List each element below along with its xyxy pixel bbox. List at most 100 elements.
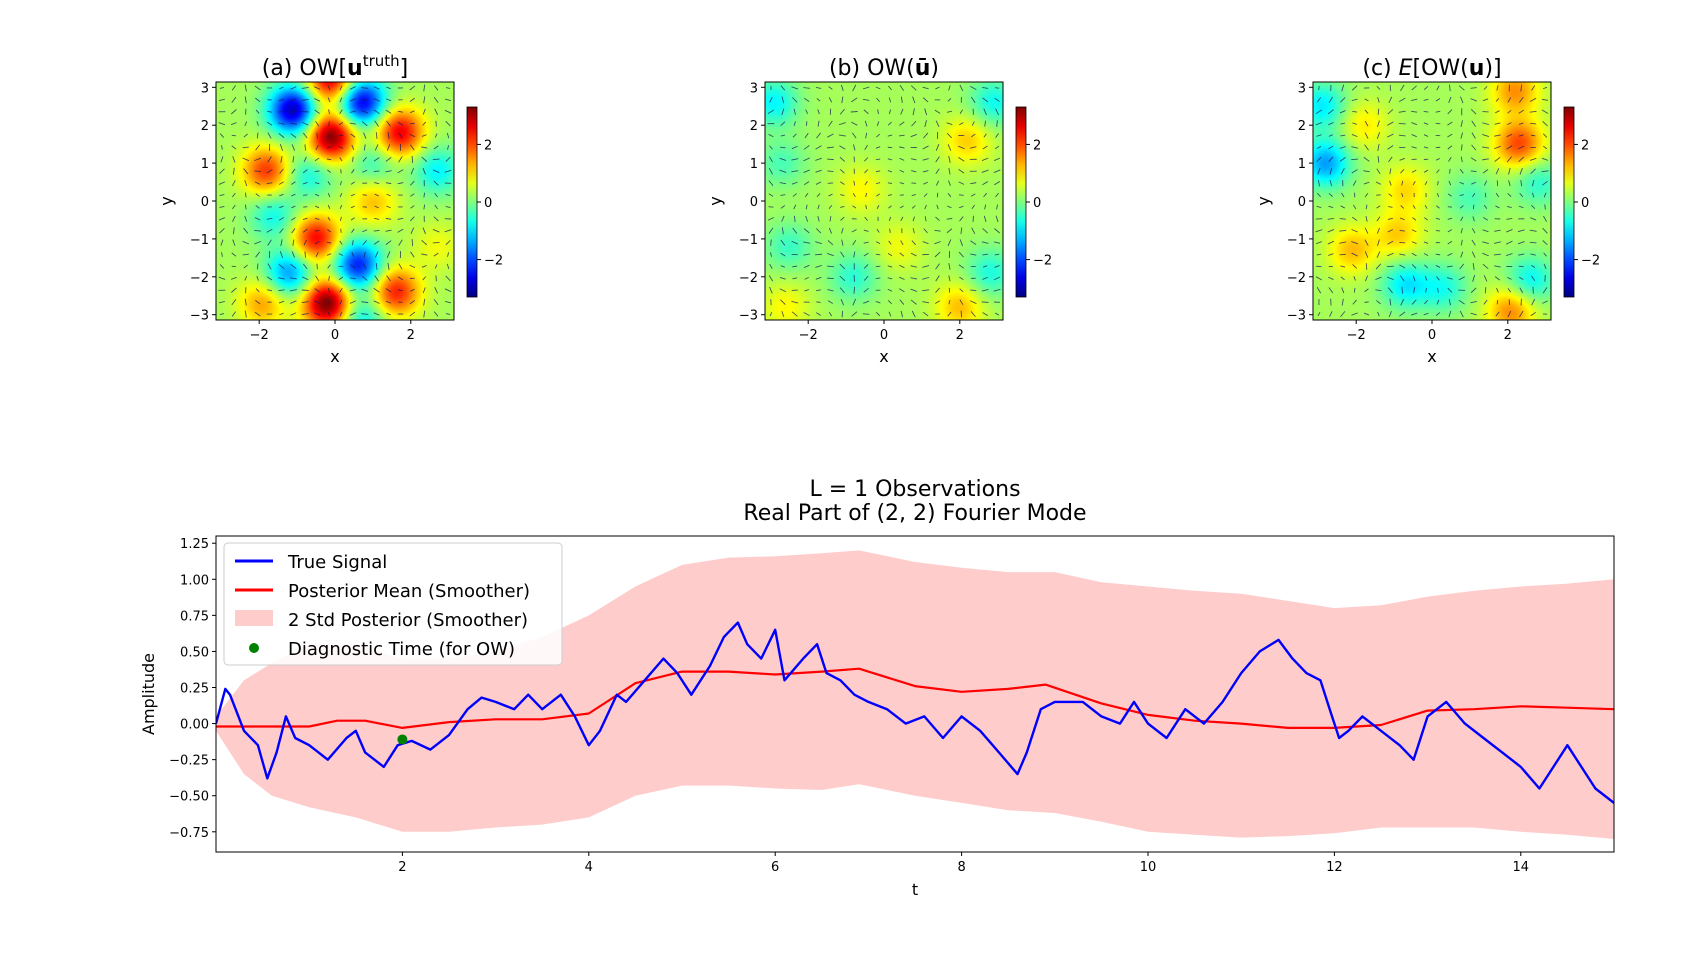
y-tick-label: −1 <box>190 233 209 248</box>
heatmap-panel-2: −2 0 2 −3 −2 −1 0 1 2 3 x y (b) OW(ū) 2 0 −2 <box>706 56 1052 366</box>
quiver-arrows <box>1315 84 1549 318</box>
colorbar-tick-label: 2 <box>484 138 492 153</box>
heatmap-title: (b) OW(ū) <box>829 56 939 81</box>
y-tick-label: 0.25 <box>180 682 209 697</box>
heatmap-image <box>765 82 1003 320</box>
y-tick-label: 1.00 <box>180 573 209 588</box>
y-tick-label: −3 <box>1287 309 1306 324</box>
x-tick-label: 10 <box>1140 860 1157 875</box>
x-tick-label: 8 <box>957 860 965 875</box>
legend-label-posterior-mean: Posterior Mean (Smoother) <box>288 581 530 602</box>
title-text: (a) OW[ <box>262 56 347 81</box>
y-tick-label: 0 <box>1298 195 1306 210</box>
heatmap-image <box>216 82 454 320</box>
legend-swatch-2-std <box>235 610 273 626</box>
title-text: (b) OW( <box>829 56 915 81</box>
quiver-arrows <box>767 84 1001 318</box>
colorbar-tick-label: −2 <box>1581 254 1600 269</box>
y-axis-label: y <box>706 196 725 205</box>
y-tick-label: 1 <box>750 157 758 172</box>
x-tick-label: 2 <box>398 860 406 875</box>
heatmap-title: (a) OW[utruth] <box>262 52 409 81</box>
y-axis-label: y <box>1254 196 1273 205</box>
y-tick-label: 0 <box>750 195 758 210</box>
x-tick-label: 14 <box>1513 860 1530 875</box>
y-tick-label: −3 <box>739 309 758 324</box>
y-tick-label: 0.75 <box>180 609 209 624</box>
y-tick-label: 0.00 <box>180 718 209 733</box>
x-tick-label: 4 <box>585 860 593 875</box>
x-axis-label: x <box>330 347 339 366</box>
title-text: [OW( <box>1413 56 1469 81</box>
quiver-arrows <box>218 84 452 318</box>
y-axis-label: y <box>157 196 176 205</box>
y-axis-label: Amplitude <box>139 653 158 735</box>
x-tick-label: −2 <box>250 328 269 343</box>
x-axis-label: x <box>1427 347 1436 366</box>
legend-label-true-signal: True Signal <box>287 552 387 573</box>
y-tick-label: −3 <box>190 309 209 324</box>
posterior-2std-band <box>216 550 1614 839</box>
x-tick-label: 0 <box>1428 328 1436 343</box>
x-tick-label: 12 <box>1326 860 1343 875</box>
y-tick-label: 3 <box>750 81 758 96</box>
title-text: )] <box>1484 56 1501 81</box>
x-tick-label: 2 <box>1504 328 1512 343</box>
y-tick-label: −0.50 <box>169 790 209 805</box>
heatmap-title: (c) E[OW(u)] <box>1362 56 1501 81</box>
colorbar-tick-label: −2 <box>1033 254 1052 269</box>
line-chart-title: L = 1 Observations <box>809 477 1020 502</box>
title-text: (c) <box>1362 56 1398 81</box>
colorbar-tick-label: −2 <box>484 254 503 269</box>
y-tick-label: −2 <box>1287 271 1306 286</box>
legend-label-2-std: 2 Std Posterior (Smoother) <box>288 610 528 631</box>
title-text: ] <box>400 56 409 81</box>
x-tick-label: −2 <box>799 328 818 343</box>
colorbar <box>1563 106 1575 298</box>
y-tick-label: 1 <box>201 157 209 172</box>
y-tick-label: 1 <box>1298 157 1306 172</box>
heatmap-panel-1: −2 0 2 −3 −2 −1 0 1 2 3 x y (a) OW[utruth] 2 0 −2 <box>157 52 503 366</box>
colorbar-tick-label: 0 <box>484 196 492 211</box>
y-tick-label: −1 <box>1287 233 1306 248</box>
title-text: u <box>1469 56 1485 81</box>
y-tick-label: −1 <box>739 233 758 248</box>
legend: True Signal Posterior Mean (Smoother) 2 … <box>223 542 563 666</box>
colorbar-tick-label: 0 <box>1033 196 1041 211</box>
y-tick-label: 2 <box>201 119 209 134</box>
legend-label-diagnostic-time: Diagnostic Time (for OW) <box>288 639 515 660</box>
title-text: ū <box>915 56 931 81</box>
heatmap-image <box>1313 82 1551 320</box>
y-tick-label: −2 <box>739 271 758 286</box>
y-tick-label: −0.25 <box>169 754 209 769</box>
title-text: u <box>347 56 363 81</box>
x-tick-label: 2 <box>956 328 964 343</box>
line-chart: L = 1 Observations Real Part of (2, 2) F… <box>139 477 1615 899</box>
y-tick-label: 0.50 <box>180 645 209 660</box>
line-chart-subtitle: Real Part of (2, 2) Fourier Mode <box>743 501 1086 526</box>
colorbar-tick-label: 2 <box>1033 138 1041 153</box>
colorbar <box>1015 106 1027 298</box>
y-tick-label: 0 <box>201 195 209 210</box>
title-superscript: truth <box>363 52 400 70</box>
x-tick-label: 6 <box>771 860 779 875</box>
title-text: E <box>1399 56 1413 81</box>
title-text: ) <box>930 56 939 81</box>
diagnostic-time-marker <box>397 734 408 745</box>
x-tick-label: −2 <box>1347 328 1366 343</box>
x-axis-label: x <box>879 347 888 366</box>
heatmap-panel-3: −2 0 2 −3 −2 −1 0 1 2 3 x y (c) E[OW(u)] 2 0 −2 <box>1254 56 1600 366</box>
x-axis-label: t <box>912 880 918 899</box>
line-chart-frame <box>215 535 1615 853</box>
y-tick-label: 2 <box>1298 119 1306 134</box>
x-tick-label: 0 <box>331 328 339 343</box>
y-tick-label: 1.25 <box>180 537 209 552</box>
colorbar-tick-label: 2 <box>1581 138 1589 153</box>
colorbar-tick-label: 0 <box>1581 196 1589 211</box>
colorbar <box>466 106 478 298</box>
y-tick-label: 3 <box>1298 81 1306 96</box>
y-tick-label: −0.75 <box>169 826 209 841</box>
x-tick-label: 2 <box>407 328 415 343</box>
y-tick-label: 2 <box>750 119 758 134</box>
